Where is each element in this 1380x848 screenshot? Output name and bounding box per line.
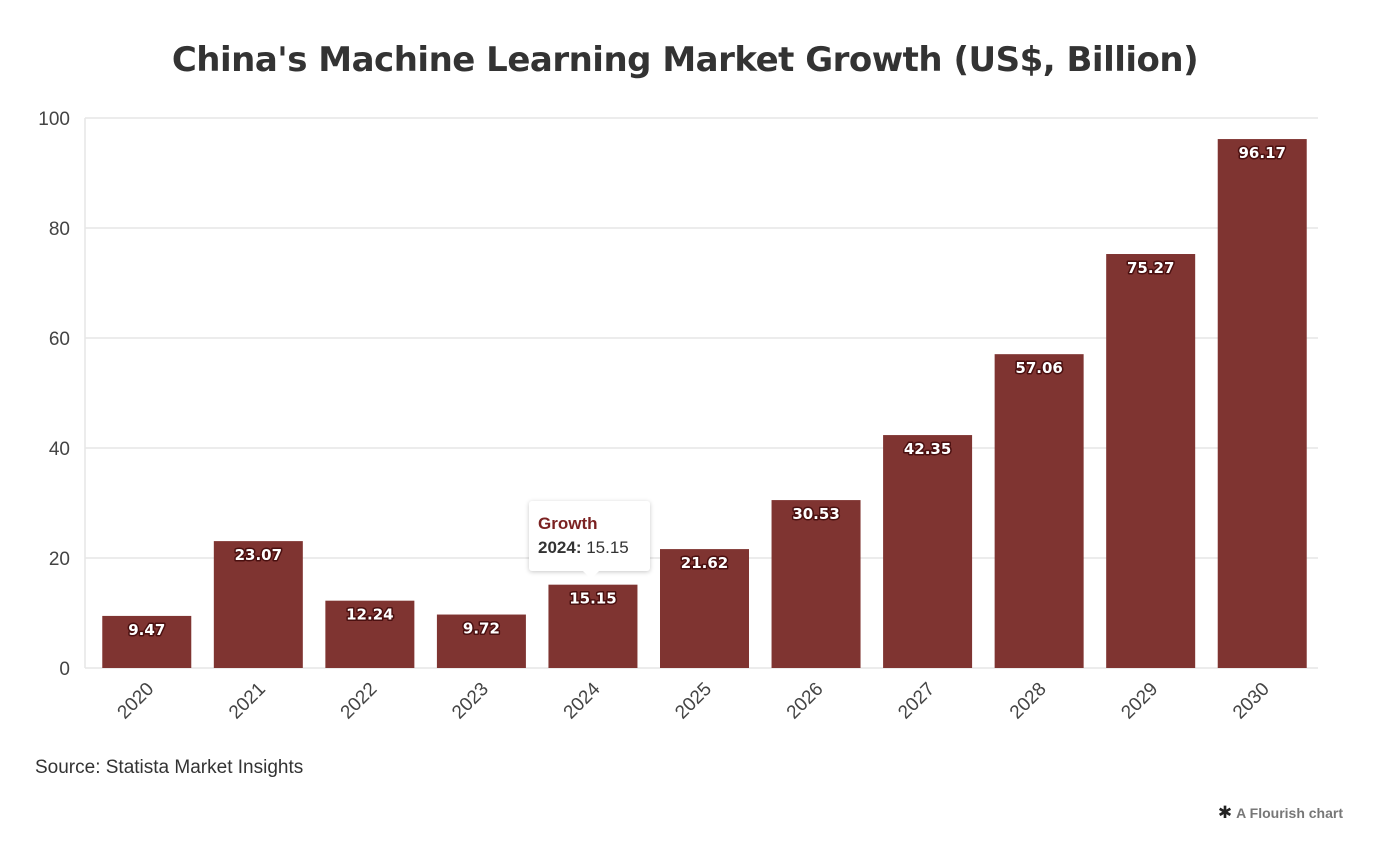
bars[interactable]	[102, 139, 1307, 668]
bar-2026[interactable]	[771, 500, 861, 668]
data-label-2026: 30.53	[792, 505, 839, 523]
bar-2021[interactable]	[213, 541, 303, 668]
tooltip-series: Growth	[538, 514, 598, 533]
tooltip-value: 15.15	[586, 538, 629, 557]
y-tick-label: 100	[38, 109, 70, 130]
data-label-2023: 9.72	[463, 620, 500, 638]
bar-2030[interactable]	[1217, 139, 1307, 668]
x-tick-label-2027: 2027	[894, 679, 939, 724]
x-tick-label-2024: 2024	[560, 678, 605, 723]
x-tick-label-2030: 2030	[1229, 679, 1274, 724]
bar-2025[interactable]	[660, 549, 749, 668]
x-tick-label-2029: 2029	[1117, 679, 1162, 724]
data-label-2024: 15.15	[569, 590, 616, 608]
bar-2020[interactable]	[102, 615, 192, 668]
chart-title: China's Machine Learning Market Growth (…	[171, 40, 1199, 80]
data-label-2025: 21.62	[681, 554, 728, 572]
bar-2027[interactable]	[883, 435, 973, 668]
flourish-credit[interactable]: ✱ A Flourish chart	[1218, 803, 1343, 823]
tooltip-category: 2024:	[538, 538, 582, 557]
x-tick-label-2025: 2025	[671, 679, 716, 724]
x-tick-label-2023: 2023	[448, 679, 493, 724]
x-tick-label-2022: 2022	[337, 679, 382, 724]
bar-2022[interactable]	[325, 600, 415, 668]
x-tick-label-2028: 2028	[1006, 679, 1051, 724]
y-tick-label: 80	[49, 219, 70, 240]
bar-2028[interactable]	[994, 354, 1084, 668]
data-label-2021: 23.07	[235, 546, 282, 564]
flourish-star-icon: ✱	[1217, 803, 1233, 822]
data-label-2028: 57.06	[1015, 359, 1062, 377]
credit-label: A Flourish chart	[1236, 805, 1343, 821]
data-labels: 9.47 23.07 12.24 9.72 15.15 21.62 30.53 42.35 57…	[127, 143, 1288, 641]
x-axis: 2020 2021 2022 2023 2024 2025 2026 2027 2028 2029…	[114, 678, 1274, 723]
y-tick-label: 20	[49, 549, 70, 570]
tooltip-value-line: 2024: 15.15	[538, 535, 641, 561]
bar-2029[interactable]	[1106, 254, 1196, 668]
x-tick-label-2020: 2020	[114, 679, 159, 724]
bar-2024[interactable]	[548, 584, 638, 668]
y-tick-label: 60	[49, 329, 70, 350]
data-label-2020: 9.47	[128, 621, 165, 639]
y-tick-label: 40	[49, 439, 70, 460]
source-note: Source: Statista Market Insights	[35, 757, 304, 778]
x-tick-label-2026: 2026	[783, 679, 828, 724]
data-label-2027: 42.35	[904, 440, 951, 458]
y-axis: 0 20 40 60 80 100	[38, 109, 70, 680]
y-tick-label: 0	[59, 659, 70, 680]
x-tick-label-2021: 2021	[225, 679, 270, 724]
data-label-2029: 75.27	[1127, 259, 1174, 277]
data-label-2030: 96.17	[1239, 144, 1286, 162]
bar-2023[interactable]	[436, 614, 526, 668]
data-label-2022: 12.24	[346, 606, 393, 624]
tooltip: Growth 2024: 15.15	[529, 501, 650, 579]
